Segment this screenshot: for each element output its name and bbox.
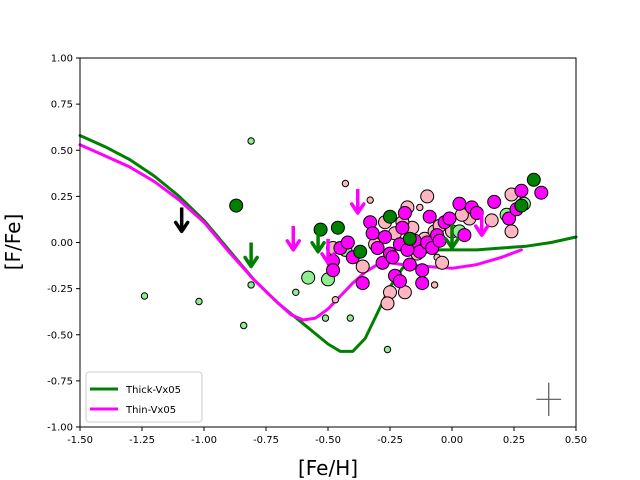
- x-tick-label: -1.25: [129, 435, 155, 446]
- y-tick-label: 0.00: [51, 238, 73, 249]
- y-tick-label: -0.25: [47, 284, 73, 295]
- data-point-thin-large: [397, 206, 412, 220]
- data-point-thick-small-light: [321, 314, 330, 322]
- arrow-head: [474, 224, 490, 237]
- y-tick-label: -0.75: [47, 376, 73, 387]
- data-point-thin-large: [326, 263, 340, 278]
- data-point-thin-large: [385, 250, 400, 265]
- data-point-thick-large: [526, 172, 541, 187]
- data-point-thin-large: [378, 230, 392, 244]
- data-point-thick-small-light: [247, 281, 255, 289]
- x-tick-label: 0.50: [565, 435, 587, 446]
- data-point-thin-large-light: [355, 259, 370, 274]
- data-point-thin-large-light: [484, 213, 499, 228]
- data-point-thin-large: [365, 226, 380, 241]
- data-point-thin-large: [514, 183, 529, 198]
- y-tick-label: 0.25: [51, 192, 73, 203]
- data-point-thick-small-light: [383, 345, 392, 354]
- upper-limit-arrow: [173, 207, 190, 234]
- upper-limit-arrow: [243, 242, 259, 269]
- data-point-thick-large: [353, 244, 368, 259]
- data-point-thin-large-light: [420, 189, 435, 204]
- data-point-thin-large: [422, 209, 437, 224]
- curve-thin-vx05: [78, 143, 523, 322]
- arrow-head: [243, 255, 259, 269]
- x-axis-ticks: -1.50 -1.25 -1.00 -0.75 -0.50 -0.25 0.00 0.25 0.…: [67, 427, 587, 446]
- legend-label-thin: Thin-Vx05: [125, 405, 176, 416]
- data-point-thin-small-light: [416, 203, 424, 212]
- data-markers: [140, 137, 549, 354]
- y-tick-label: 0.50: [51, 146, 73, 157]
- data-point-thin-large: [415, 263, 430, 278]
- data-point-thin-small-light: [331, 296, 340, 304]
- x-tick-label: -1.00: [191, 435, 217, 446]
- x-tick-label: -0.25: [377, 435, 403, 446]
- x-tick-label: 0.25: [503, 435, 525, 446]
- x-axis-label: [Fe/H]: [298, 456, 358, 480]
- data-point-thin-large: [402, 257, 417, 272]
- data-point-thin-large: [370, 241, 385, 255]
- data-point-thin-large: [442, 211, 457, 226]
- error-bar: [536, 382, 562, 416]
- model-curves: [78, 134, 578, 353]
- y-tick-label: 1.00: [51, 54, 73, 65]
- data-point-thin-large: [415, 276, 430, 291]
- data-point-thin-large: [355, 276, 370, 291]
- curve-thick-vx05: [78, 134, 578, 353]
- upper-limit-arrow: [320, 238, 336, 265]
- upper-limit-arrow: [474, 211, 490, 237]
- data-point-thick-small-light: [140, 292, 149, 300]
- data-point-thick-large: [383, 209, 397, 224]
- data-point-thin-large-light: [504, 224, 519, 239]
- data-point-thin-large: [457, 228, 472, 243]
- arrow-head: [444, 237, 460, 250]
- data-point-thin-large: [340, 235, 355, 250]
- data-point-thick-large: [514, 198, 529, 213]
- y-tick-label: 0.75: [51, 100, 73, 111]
- arrow-head: [350, 202, 366, 215]
- data-point-thin-large: [534, 185, 549, 200]
- upper-limit-arrow: [310, 227, 326, 254]
- data-point-thin-large: [432, 233, 447, 248]
- data-point-thin-large: [392, 274, 407, 289]
- data-point-thin-large: [452, 196, 467, 211]
- data-point-thin-small-light: [341, 179, 350, 188]
- data-point-thin-large-light: [435, 255, 450, 270]
- data-point-thick-large: [229, 198, 244, 213]
- data-point-thin-small-light: [430, 281, 439, 289]
- data-point-thick-small-light: [292, 288, 300, 296]
- data-point-thick-large: [330, 220, 345, 235]
- upper-limit-arrow: [285, 225, 302, 252]
- data-point-thin-large-light: [380, 296, 395, 311]
- x-tick-label: -0.75: [253, 435, 279, 446]
- data-point-thin-large: [395, 220, 410, 235]
- legend: Thick-Vx05 Thin-Vx05: [85, 371, 203, 423]
- y-tick-label: -0.50: [47, 330, 73, 341]
- upper-limit-arrow: [444, 224, 460, 250]
- data-point-thick-large: [313, 222, 328, 237]
- arrow-head: [285, 239, 302, 252]
- y-axis-label: [F/Fe]: [1, 214, 25, 271]
- data-point-thick-large: [402, 231, 417, 246]
- data-point-thick-small-light: [195, 297, 203, 306]
- upper-limit-arrow: [350, 188, 366, 215]
- arrow-head: [173, 220, 190, 234]
- data-point-thin-large: [487, 194, 502, 209]
- x-tick-label: -0.50: [315, 435, 341, 446]
- data-point-thick-large-light: [301, 270, 316, 285]
- arrow-head: [310, 240, 326, 254]
- data-point-thin-small-light: [366, 196, 374, 204]
- data-point-thick-small-light: [240, 321, 248, 330]
- x-tick-label: 0.00: [441, 435, 463, 446]
- legend-label-thick: Thick-Vx05: [125, 385, 181, 396]
- x-tick-label: -1.50: [67, 435, 93, 446]
- data-point-thin-large: [502, 211, 516, 226]
- data-point-thick-small-light: [247, 137, 255, 145]
- y-axis-ticks: -1.00 -0.75 -0.50 -0.25 0.00 0.25 0.50 0.75 1.00: [47, 54, 80, 434]
- arrow-head: [320, 252, 336, 265]
- data-point-thick-small-light: [346, 314, 354, 322]
- y-tick-label: -1.00: [47, 423, 73, 434]
